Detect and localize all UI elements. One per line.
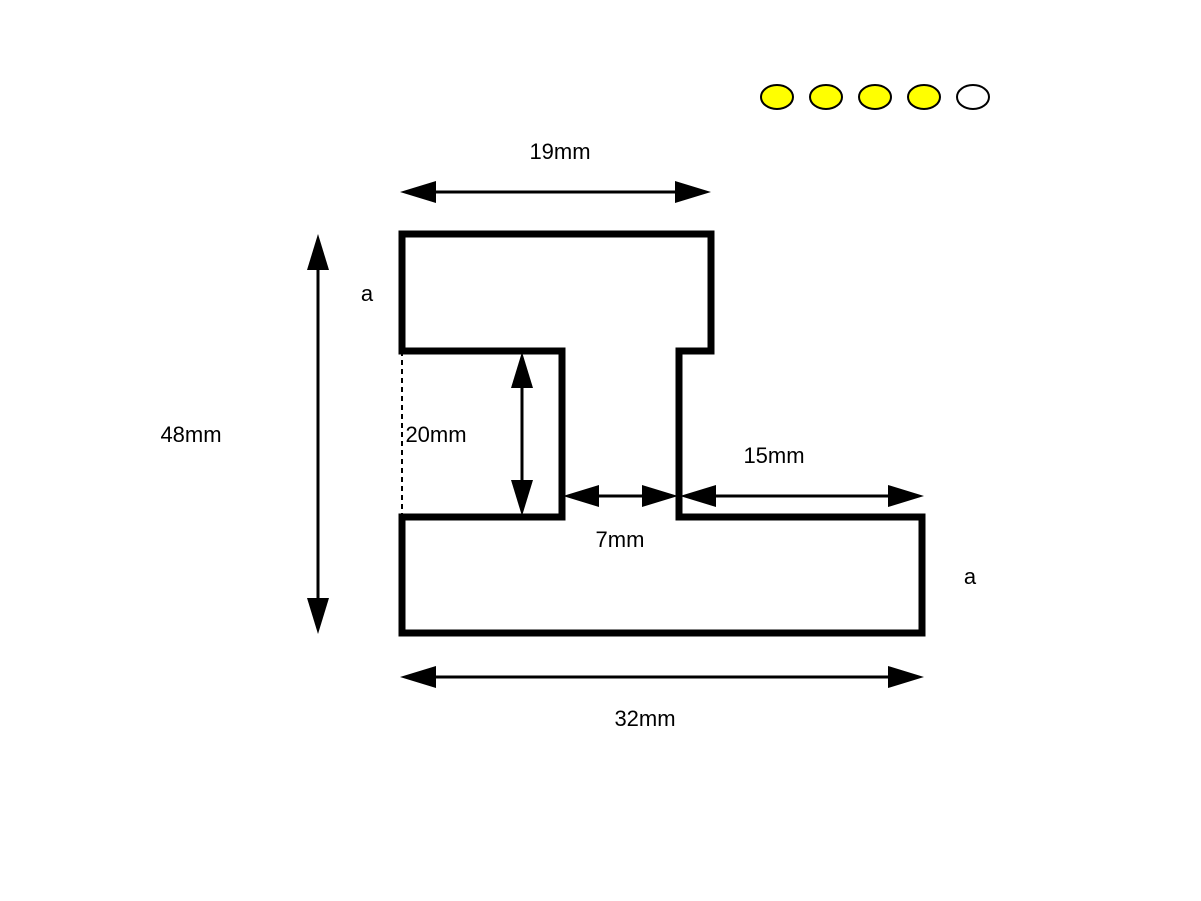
- label-total-height: 48mm: [160, 422, 221, 447]
- difficulty-rating: [760, 84, 990, 110]
- rating-dot-filled: [760, 84, 794, 110]
- label-top-width: 19mm: [529, 139, 590, 164]
- label-stem-width: 7mm: [596, 527, 645, 552]
- dimension-top-width: [400, 181, 711, 203]
- rating-dot-filled: [858, 84, 892, 110]
- rating-dot-filled: [809, 84, 843, 110]
- label-bottom-flange-height: a: [964, 564, 977, 589]
- cross-section-outline: [398, 230, 926, 637]
- dimension-bottom-width: [400, 666, 924, 688]
- label-top-flange-height: a: [361, 281, 374, 306]
- dimension-stem-width: [563, 485, 678, 507]
- label-right-overhang: 15mm: [743, 443, 804, 468]
- dimension-right-overhang: [680, 485, 924, 507]
- label-bottom-width: 32mm: [614, 706, 675, 731]
- rating-dot-filled: [907, 84, 941, 110]
- dimension-total-height: [307, 234, 329, 634]
- rating-dot-empty: [956, 84, 990, 110]
- label-gap-height: 20mm: [405, 422, 466, 447]
- dimension-gap-height: [511, 352, 533, 516]
